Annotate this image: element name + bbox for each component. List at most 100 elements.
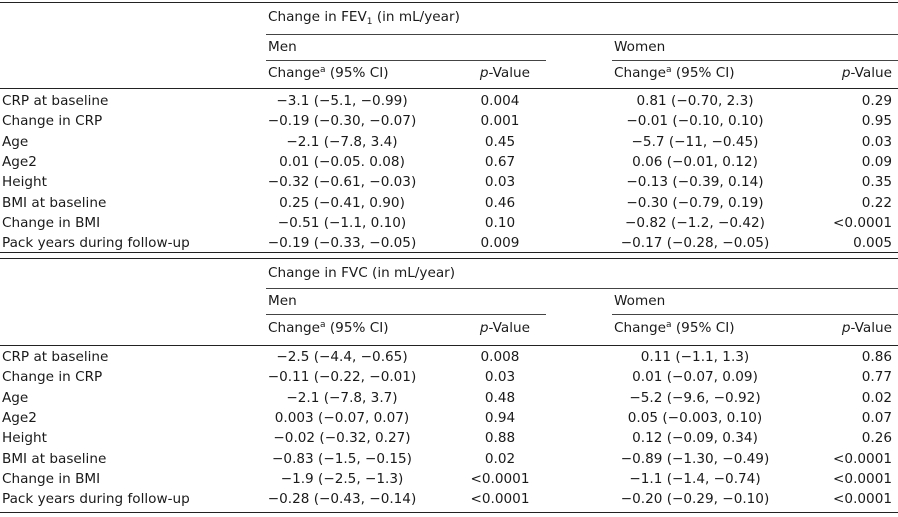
women-pvalue-cell: 0.02 <box>832 389 892 407</box>
women-change-value: −5.7 (−11, −0.45) <box>631 133 759 150</box>
group-header-men-text: Men <box>268 293 297 309</box>
men-change-cell: −0.11 (−0.22, −0.01) <box>222 368 462 386</box>
men-pvalue: 0.10 <box>484 214 516 231</box>
men-pvalue-cell: 0.67 <box>470 153 530 171</box>
bottom-rule <box>0 252 898 253</box>
men-pvalue-cell: 0.45 <box>470 133 530 151</box>
men-pvalue-cell: 0.10 <box>470 214 530 232</box>
panel-title-suffix: (in mL/year) <box>372 9 460 25</box>
col-header-ci-text: (95% CI) <box>671 320 735 336</box>
row-label: Change in BMI <box>2 214 100 232</box>
women-pvalue: 0.86 <box>861 349 892 365</box>
men-change-value: −2.5 (−4.4, −0.65) <box>276 349 408 365</box>
women-change-value: −0.82 (−1.2, −0.42) <box>625 214 765 231</box>
col-header-change-text: Change <box>268 320 321 336</box>
row-label-text: Age <box>2 389 29 406</box>
col-header-p-italic: p <box>841 65 851 81</box>
men-pvalue-cell: 0.88 <box>470 429 530 447</box>
men-change-cell: −0.02 (−0.32, 0.27) <box>222 429 462 447</box>
bottom-rule <box>0 512 898 513</box>
col-header-ci-text: (95% CI) <box>325 65 389 81</box>
men-pvalue: 0.46 <box>484 194 516 211</box>
men-change-value: −2.1 (−7.8, 3.4) <box>286 133 398 150</box>
men-pvalue-cell: 0.03 <box>470 173 530 191</box>
col-header-men-change: Changea (95% CI) <box>268 319 389 339</box>
row-label: BMI at baseline <box>2 194 106 212</box>
women-pvalue-cell: <0.0001 <box>832 470 892 488</box>
group-header-women-text: Women <box>614 293 666 309</box>
col-header-p-italic: p <box>841 320 851 336</box>
men-pvalue: 0.001 <box>480 113 520 130</box>
women-pvalue: 0.35 <box>861 174 892 191</box>
men-pvalue: 0.008 <box>480 349 520 365</box>
men-pvalue-cell: <0.0001 <box>470 470 530 488</box>
men-pvalue: 0.03 <box>484 369 516 386</box>
men-change-cell: −0.32 (−0.61, −0.03) <box>222 173 462 191</box>
col-header-p-rest: -Value <box>488 65 530 81</box>
men-change-cell: −0.51 (−1.1, 0.10) <box>222 214 462 232</box>
row-label: Age2 <box>2 409 37 427</box>
row-label: BMI at baseline <box>2 450 106 468</box>
women-change-value: 0.11 (−1.1, 1.3) <box>640 349 750 365</box>
women-change-cell: −0.89 (−1.30, −0.49) <box>575 450 815 468</box>
col-header-men-change: Changea (95% CI) <box>268 64 389 84</box>
col-header-women-pvalue: p-Value <box>842 64 892 82</box>
women-change-cell: −1.1 (−1.4, −0.74) <box>575 470 815 488</box>
row-label-text: Age <box>2 409 29 426</box>
men-change-cell: −2.1 (−7.8, 3.7) <box>222 389 462 407</box>
women-pvalue-cell: 0.09 <box>832 153 892 171</box>
men-change-value: 0.003 (−0.07, 0.07) <box>274 409 410 426</box>
women-pvalue-cell: 0.03 <box>832 133 892 151</box>
panel-title: Change in FEV1 (in mL/year) <box>268 8 460 28</box>
men-pvalue: <0.0001 <box>470 491 530 508</box>
women-change-cell: 0.81 (−0.70, 2.3) <box>575 92 815 110</box>
men-change-cell: −0.19 (−0.33, −0.05) <box>222 234 462 252</box>
men-change-cell: −3.1 (−5.1, −0.99) <box>222 92 462 110</box>
women-change-value: 0.05 (−0.003, 0.10) <box>627 409 763 426</box>
women-change-value: 0.06 (−0.01, 0.12) <box>632 153 758 170</box>
women-change-cell: −0.82 (−1.2, −0.42) <box>575 214 815 232</box>
col-header-ci-text: (95% CI) <box>325 320 389 336</box>
men-pvalue-cell: 0.46 <box>470 194 530 212</box>
women-pvalue: 0.26 <box>861 430 892 447</box>
women-pvalue-cell: <0.0001 <box>832 214 892 232</box>
men-pvalue-cell: <0.0001 <box>470 490 530 508</box>
row-label-text: Height <box>2 430 47 447</box>
men-pvalue: 0.48 <box>484 389 516 406</box>
header-bottom-rule <box>0 345 898 346</box>
col-header-change-footnote: a <box>666 65 672 75</box>
col-header-change-text: Change <box>614 320 667 336</box>
title-underline <box>266 34 898 35</box>
women-change-cell: −0.20 (−0.29, −0.10) <box>575 490 815 508</box>
women-change-cell: −0.30 (−0.79, 0.19) <box>575 194 815 212</box>
men-pvalue: 0.94 <box>484 409 516 426</box>
women-change-value: −0.01 (−0.10, 0.10) <box>626 113 764 130</box>
women-change-value: −0.17 (−0.28, −0.05) <box>620 235 770 252</box>
row-label-text: Change in CRP <box>2 369 103 386</box>
men-change-value: −1.9 (−2.5, −1.3) <box>280 470 404 487</box>
table-panel-1: Change in FEV1 (in mL/year) Men Women Chang… <box>0 2 898 254</box>
col-header-women-pvalue: p-Value <box>842 319 892 337</box>
col-header-change-text: Change <box>268 65 321 81</box>
women-pvalue: <0.0001 <box>833 470 892 487</box>
men-change-cell: 0.25 (−0.41, 0.90) <box>222 194 462 212</box>
women-pvalue-cell: 0.35 <box>832 173 892 191</box>
men-change-value: −0.02 (−0.32, 0.27) <box>273 430 411 447</box>
row-label: CRP at baseline <box>2 92 108 110</box>
row-label: Change in CRP <box>2 368 102 386</box>
group-header-women: Women <box>614 292 665 310</box>
men-change-cell: −2.1 (−7.8, 3.4) <box>222 133 462 151</box>
men-pvalue-cell: 0.008 <box>470 348 530 366</box>
col-header-p-italic: p <box>479 320 489 336</box>
row-label-text: Pack years during follow-up <box>2 491 190 508</box>
col-header-women-change: Changea (95% CI) <box>614 319 735 339</box>
col-header-men-pvalue: p-Value <box>480 64 530 82</box>
women-pvalue-cell: 0.005 <box>832 234 892 252</box>
men-change-cell: 0.01 (−0.05. 0.08) <box>222 153 462 171</box>
men-change-value: −0.19 (−0.33, −0.05) <box>267 235 417 252</box>
men-change-cell: −0.83 (−1.5, −0.15) <box>222 450 462 468</box>
women-group-underline <box>612 314 898 315</box>
men-change-value: −0.51 (−1.1, 0.10) <box>277 214 407 231</box>
group-header-women-text: Women <box>614 39 666 55</box>
men-change-value: −0.32 (−0.61, −0.03) <box>267 174 417 191</box>
